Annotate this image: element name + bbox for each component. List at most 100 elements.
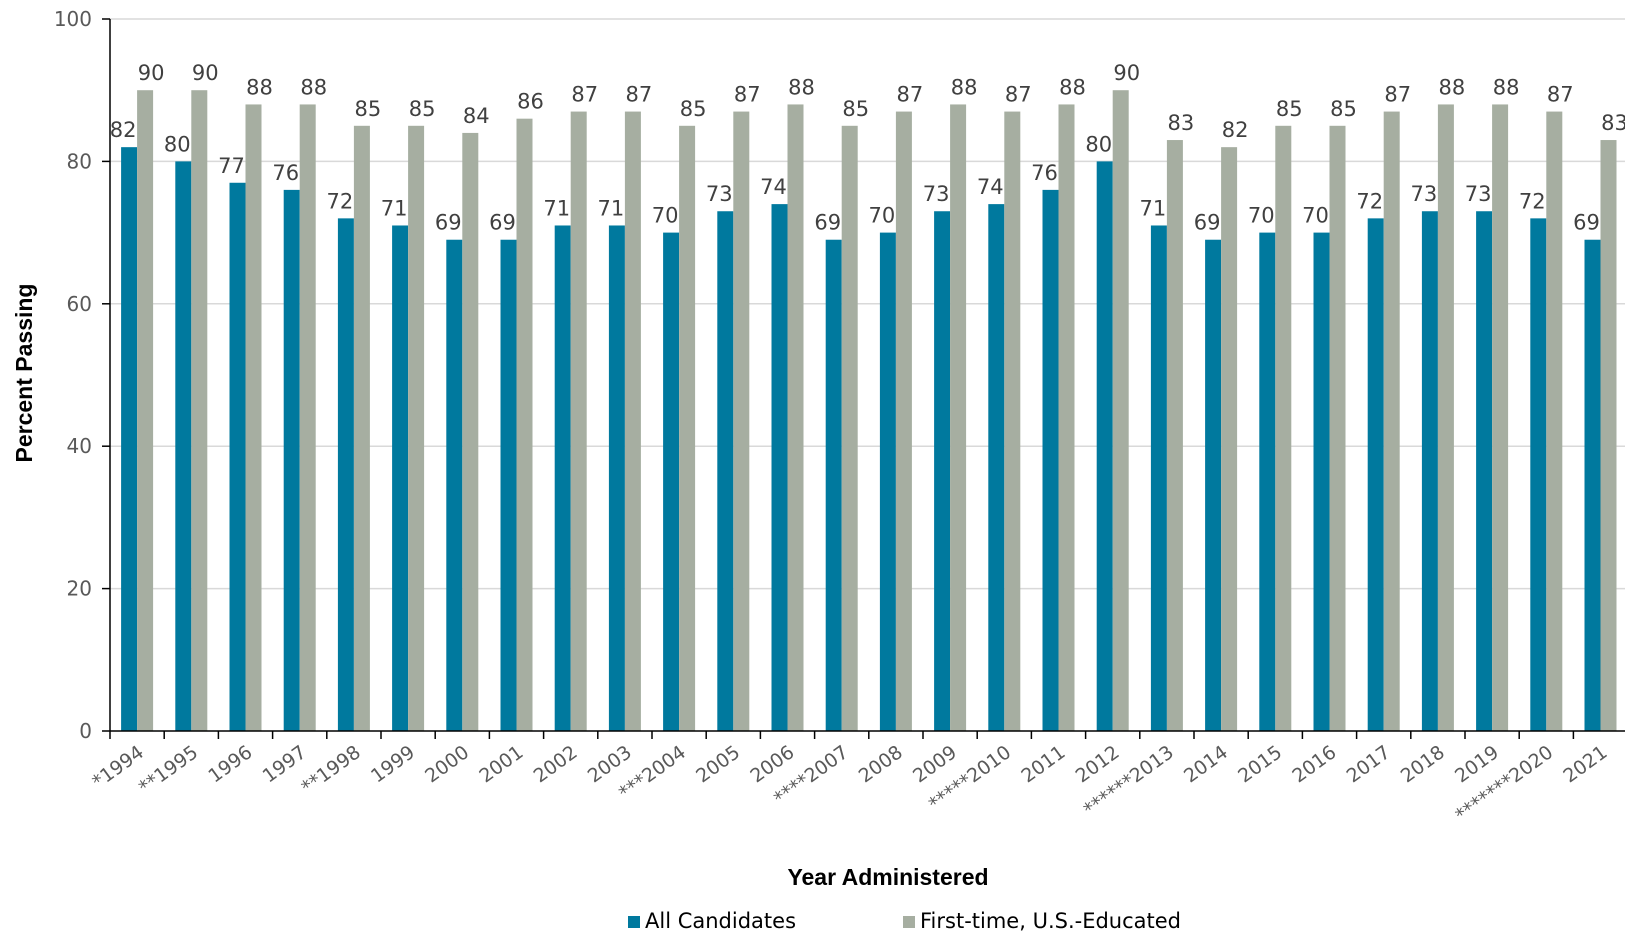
data-label: 87 [734, 83, 761, 107]
x-tick-label: 2000 [421, 741, 473, 787]
data-label: 74 [977, 175, 1004, 199]
x-tick-label: **1998 [297, 741, 364, 798]
axes [102, 18, 1625, 739]
bar-first-time-us-educated [895, 111, 912, 731]
data-label: 83 [1168, 111, 1195, 135]
data-label: 71 [1140, 196, 1167, 220]
bar-all-candidates [1313, 232, 1330, 731]
bar-first-time-us-educated [408, 125, 425, 732]
data-label: 90 [138, 61, 165, 85]
bar-all-candidates [1476, 211, 1493, 732]
x-tick-label: 1999 [367, 741, 419, 787]
y-tick-label: 40 [67, 434, 92, 458]
data-label: 85 [355, 97, 382, 121]
bar-all-candidates [1205, 239, 1222, 731]
bar-first-time-us-educated [1112, 90, 1129, 731]
y-tick-label: 80 [67, 149, 92, 173]
data-label: 76 [1031, 161, 1058, 185]
bar-first-time-us-educated [1437, 104, 1454, 731]
x-tick-label: 2008 [855, 741, 907, 787]
data-label: 70 [1248, 204, 1275, 228]
bar-first-time-us-educated [570, 111, 587, 731]
bar-first-time-us-educated [679, 125, 696, 732]
x-tick-label: **1995 [135, 741, 202, 798]
data-label: 87 [571, 83, 598, 107]
bar-all-candidates [825, 239, 842, 731]
data-label: 70 [1302, 204, 1329, 228]
data-label: 87 [1384, 83, 1411, 107]
bar-first-time-us-educated [137, 90, 154, 731]
bar-all-candidates [446, 239, 463, 731]
x-tick-labels: *1994**1995 1996 1997**1998 1999 2000 2001 200… [88, 741, 1611, 826]
bar-all-candidates [554, 225, 571, 732]
data-label: 77 [218, 154, 245, 178]
bar-first-time-us-educated [191, 90, 208, 731]
x-tick-label: 2018 [1397, 741, 1449, 787]
bar-first-time-us-educated [1492, 104, 1509, 731]
data-label: 82 [110, 118, 137, 142]
data-label: 87 [1547, 83, 1574, 107]
x-tick-label: 2014 [1180, 741, 1232, 787]
data-label: 69 [435, 211, 462, 235]
data-label: 72 [1519, 189, 1546, 213]
data-label: 76 [272, 161, 299, 185]
bar-all-candidates [663, 232, 680, 731]
bars [121, 90, 1617, 732]
data-label: 73 [1411, 182, 1438, 206]
bar-first-time-us-educated [1383, 111, 1400, 731]
bar-first-time-us-educated [624, 111, 641, 731]
data-label: 80 [164, 132, 191, 156]
data-label: 74 [760, 175, 787, 199]
bar-all-candidates [337, 218, 354, 732]
data-label: 88 [300, 75, 327, 99]
data-label: 90 [192, 61, 219, 85]
data-label: 72 [1356, 189, 1383, 213]
y-tick-labels: 0 20 40 60 80 100 [54, 7, 92, 743]
bar-first-time-us-educated [462, 132, 479, 732]
bar-first-time-us-educated [299, 104, 316, 731]
bar-first-time-us-educated [1600, 140, 1617, 732]
data-label: 88 [1493, 75, 1520, 99]
x-axis-title: Year Administered [787, 864, 988, 890]
y-tick-label: 60 [67, 292, 92, 316]
bar-all-candidates [771, 204, 788, 731]
data-label: 70 [652, 204, 679, 228]
bar-all-candidates [1530, 218, 1547, 732]
bar-all-candidates [229, 182, 246, 731]
data-label: 80 [1085, 132, 1112, 156]
bar-first-time-us-educated [841, 125, 858, 732]
x-tick-label: 2002 [530, 741, 582, 787]
x-tick-label: 2011 [1017, 741, 1069, 787]
data-label: 83 [1601, 111, 1625, 135]
data-label: 87 [1005, 83, 1032, 107]
legend-swatch-first-time-us-educated [903, 916, 915, 928]
bar-first-time-us-educated [787, 104, 804, 731]
legend: All Candidates First-time, U.S.-Educated [628, 909, 1181, 933]
data-label: 71 [543, 196, 570, 220]
bar-all-candidates [283, 189, 300, 731]
data-label: 85 [409, 97, 436, 121]
data-label: 71 [381, 196, 408, 220]
x-tick-label: 2017 [1343, 741, 1395, 787]
data-label: 88 [246, 75, 273, 99]
bar-first-time-us-educated [1546, 111, 1563, 731]
bar-first-time-us-educated [516, 118, 533, 732]
y-tick-label: 100 [54, 7, 92, 31]
data-label: 88 [1059, 75, 1086, 99]
bar-all-candidates [717, 211, 734, 732]
bar-first-time-us-educated [1275, 125, 1292, 732]
data-label: 72 [327, 189, 354, 213]
x-tick-label: 2005 [692, 741, 744, 787]
bar-first-time-us-educated [1058, 104, 1075, 731]
data-label: 88 [1439, 75, 1466, 99]
data-label: 90 [1113, 61, 1140, 85]
data-label: 82 [1222, 118, 1249, 142]
bar-first-time-us-educated [1166, 140, 1183, 732]
bar-all-candidates [500, 239, 517, 731]
bar-all-candidates [1584, 239, 1601, 731]
data-labels: 82 90 80 90 77 88 76 88 72 85 71 85 69 84 69 86 71 87 71 87… [110, 61, 1625, 235]
data-label: 71 [598, 196, 625, 220]
data-label: 73 [923, 182, 950, 206]
bar-all-candidates [988, 204, 1005, 731]
